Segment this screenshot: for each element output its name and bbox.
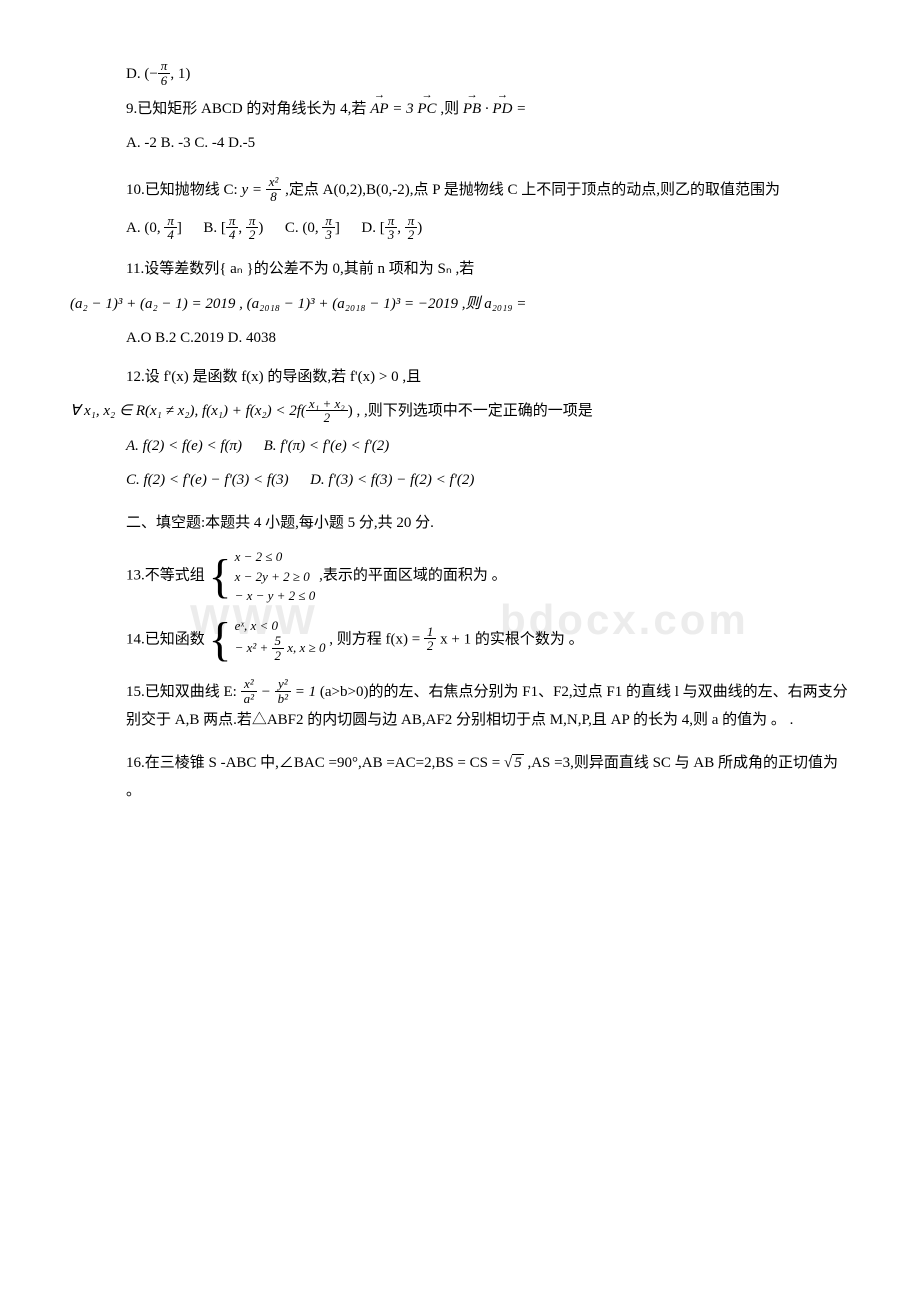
q9-options: A. -2 B. -3 C. -4 D.-5 (70, 129, 850, 158)
q10-y: y = (241, 182, 265, 198)
q12-b: B. f'(π) < f'(e) < f'(2) (264, 438, 390, 454)
q14-pre: 14.已知函数 (126, 631, 205, 647)
q10-b-s: ) (258, 220, 263, 236)
q8-d-prefix: D. (− (126, 66, 158, 82)
vector-pc: PC (417, 95, 436, 124)
q10-pre: 10.已知抛物线 C: (126, 182, 241, 198)
q10-d-m: , (397, 220, 405, 236)
q14-l2: − x² + 52 x, x ≥ 0 (235, 635, 326, 663)
q14-l2-post: x, x ≥ 0 (284, 640, 325, 655)
q10-stem: 10.已知抛物线 C: y = x²8 ,定点 A(0,2),B(0,-2),点… (70, 176, 850, 205)
q14-system: { eˣ, x < 0 − x² + 52 x, x ≥ 0 (209, 616, 326, 664)
vector-pd: PD (492, 95, 512, 124)
q10-b-f1: π4 (226, 214, 239, 242)
q8-d-suffix: , 1) (170, 66, 190, 82)
q11-stem1: 11.设等差数列{ aₙ }的公差不为 0,其前 n 项和为 Sₙ ,若 (70, 255, 850, 284)
q12-c: C. f(2) < f'(e) − f'(3) < f(3) (126, 472, 289, 488)
vector-pb: PB (463, 95, 481, 124)
q10-a-s: ] (177, 220, 182, 236)
q13: 13.不等式组 { x − 2 ≤ 0 x − 2y + 2 ≥ 0 − x −… (70, 547, 850, 606)
q11-eq-text: (a₂ − 1)³ + (a₂ − 1) = 2019 , (a₂₀₁₈ − 1… (70, 296, 526, 312)
q9-eq2: = (516, 101, 526, 117)
q13-post: ,表示的平面区域的面积为 。 (319, 568, 507, 584)
q9-eq1: = 3 (392, 101, 417, 117)
section-2-title: 二、填空题:本题共 4 小题,每小题 5 分,共 20 分. (70, 509, 850, 538)
q8-option-d: D. (−π6, 1) (70, 60, 850, 89)
q10-d-f1: π3 (385, 214, 398, 242)
q10-post: ,定点 A(0,2),B(0,-2),点 P 是抛物线 C 上不同于顶点的动点,… (285, 182, 780, 198)
q10-d-s: ) (417, 220, 422, 236)
q14: 14.已知函数 { eˣ, x < 0 − x² + 52 x, x ≥ 0 ,… (70, 616, 850, 664)
q12-l2-post: ) , ,则下列选项中不一定正确的一项是 (348, 403, 593, 419)
q14-l2-pre: − x² + (235, 640, 272, 655)
q11-options: A.O B.2 C.2019 D. 4038 (70, 324, 850, 353)
vector-ap: AP (370, 95, 388, 124)
q10-a-f: π4 (164, 214, 177, 242)
q16: 16.在三棱锥 S -ABC 中,∠BAC =90°,AB =AC=2,BS =… (70, 749, 850, 806)
q9-stem: 9.已知矩形 ABCD 的对角线长为 4,若 AP = 3 PC ,则 PB ·… (70, 95, 850, 124)
q12-line2: ∀ x₁, x₂ ∈ R(x₁ ≠ x₂), f(x₁) + f(x₂) < 2… (70, 397, 850, 426)
q15: 15.已知双曲线 E: x²a² − y²b² = 1 (a>b>0)的的左、右… (70, 678, 850, 735)
q10-b-f2: π2 (246, 214, 259, 242)
q10-c-s: ] (335, 220, 340, 236)
q10-d-p: D. [ (361, 220, 384, 236)
q11-eq: (a₂ − 1)³ + (a₂ − 1) = 2019 , (a₂₀₁₈ − 1… (70, 290, 850, 319)
q12-opts-ab: A. f(2) < f(e) < f(π) B. f'(π) < f'(e) <… (70, 432, 850, 461)
q9-mid: ,则 (440, 101, 463, 117)
q8-d-frac: π6 (158, 59, 171, 87)
q10-c-f: π3 (322, 214, 335, 242)
q15-pre: 15.已知双曲线 E: (126, 684, 241, 700)
q14-l2-frac: 52 (272, 634, 285, 662)
brace-icon: { (209, 547, 235, 606)
q15-t2: y²b² (275, 677, 291, 705)
sqrt-icon: √5 (504, 749, 524, 778)
q10-frac: x²8 (266, 175, 282, 203)
q15-minus: − (257, 684, 275, 700)
q13-l3: − x − y + 2 ≤ 0 (235, 586, 316, 606)
q12-a: A. f(2) < f(e) < f(π) (126, 438, 242, 454)
q9-stem-pre: 9.已知矩形 ABCD 的对角线长为 4,若 (126, 101, 370, 117)
q12-opts-cd: C. f(2) < f'(e) − f'(3) < f(3) D. f'(3) … (70, 466, 850, 495)
q13-system: { x − 2 ≤ 0 x − 2y + 2 ≥ 0 − x − y + 2 ≤… (209, 547, 316, 606)
q12-frac: x₁ + x₂2 (306, 397, 348, 425)
q16-pre: 16.在三棱锥 S -ABC 中,∠BAC =90°,AB =AC=2,BS =… (126, 755, 504, 771)
q15-t1: x²a² (241, 677, 257, 705)
q15-eq: = 1 (291, 684, 316, 700)
q10-c-p: C. (0, (285, 220, 323, 236)
q10-b-m: , (238, 220, 246, 236)
q10-d-f2: π2 (405, 214, 418, 242)
q10-b-p: B. [ (203, 220, 226, 236)
q12-stem1: 12.设 f'(x) 是函数 f(x) 的导函数,若 f'(x) > 0 ,且 (70, 363, 850, 392)
q12-l2-pre: ∀ x₁, x₂ ∈ R(x₁ ≠ x₂), f(x₁) + f(x₂) < 2… (70, 403, 306, 419)
q10-options: A. (0, π4] B. [π4, π2) C. (0, π3] D. [π3… (70, 214, 850, 243)
q10-a-p: A. (0, (126, 220, 164, 236)
q13-l2: x − 2y + 2 ≥ 0 (235, 567, 316, 587)
q13-l1: x − 2 ≤ 0 (235, 547, 316, 567)
q16-sqrt-val: 5 (512, 754, 524, 771)
q14-mid: , 则方程 f(x) = (329, 631, 424, 647)
q13-pre: 13.不等式组 (126, 568, 205, 584)
brace-icon: { (209, 616, 235, 664)
q14-post2: x + 1 的实根个数为 。 (436, 631, 583, 647)
q14-frac2: 12 (424, 625, 437, 653)
q12-d: D. f'(3) < f(3) − f(2) < f'(2) (310, 472, 474, 488)
